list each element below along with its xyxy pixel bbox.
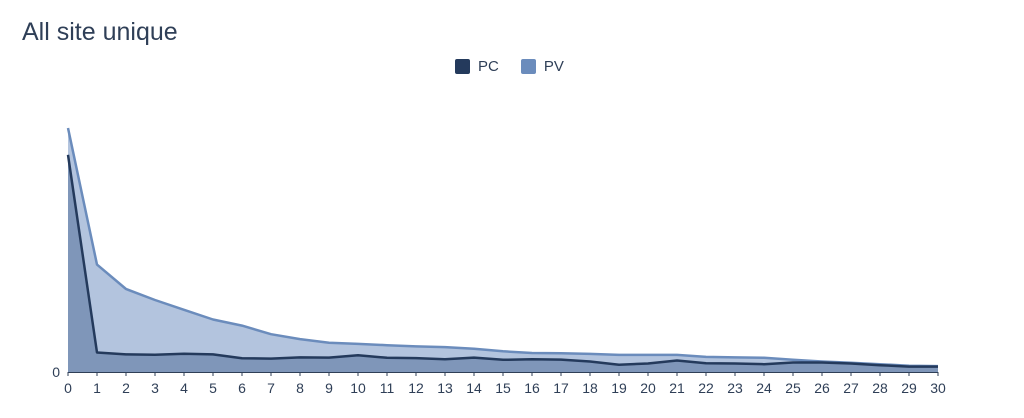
x-tick-label: 15	[495, 380, 511, 396]
legend-item-pv[interactable]: PV	[520, 58, 564, 75]
x-tick-label: 1	[93, 380, 101, 396]
series-areas	[68, 128, 938, 372]
chart-legend: PC PV	[455, 58, 564, 75]
series-lines	[66, 127, 939, 368]
chart-title: All site unique	[22, 18, 178, 46]
x-tick-label: 26	[814, 380, 830, 396]
legend-swatch-pv	[520, 59, 536, 74]
x-tick-label: 5	[209, 380, 217, 396]
area-pv	[68, 128, 938, 372]
x-tick-label: 11	[380, 380, 395, 396]
x-tick-label: 3	[151, 380, 159, 396]
x-tick-label: 21	[669, 380, 685, 396]
x-tick-label: 19	[611, 380, 627, 396]
x-tick-label: 2	[122, 380, 130, 396]
legend-label-pc: PC	[478, 58, 499, 75]
x-tick-label: 29	[901, 380, 917, 396]
x-tick-label: 8	[296, 380, 304, 396]
x-tick-label: 30	[930, 380, 946, 396]
x-tick-label: 14	[466, 380, 482, 396]
legend-label-pv: PV	[543, 58, 564, 75]
x-tick-label: 9	[325, 380, 333, 396]
legend-item-pc[interactable]: PC	[455, 58, 499, 75]
x-tick-label: 24	[756, 380, 772, 396]
x-tick-label: 7	[267, 380, 275, 396]
y-tick-label: 0	[52, 364, 60, 380]
x-tick-label: 23	[727, 380, 743, 396]
x-tick-label: 20	[640, 380, 656, 396]
x-tick-label: 10	[350, 380, 366, 396]
x-tick-label: 16	[524, 380, 540, 396]
x-tick-label: 4	[180, 380, 188, 396]
x-tick-label: 28	[872, 380, 888, 396]
line-pv	[66, 127, 939, 368]
x-axis: 0 1 2 3 4 5 6 7 8 9 10 11 12 13 14 15 16 17 18 19 20 21 22 23 24…	[64, 372, 946, 396]
x-tick-label: 25	[785, 380, 801, 396]
x-tick-label: 0	[64, 380, 72, 396]
x-tick-label: 18	[582, 380, 598, 396]
x-tick-label: 17	[553, 380, 569, 396]
line-pc	[66, 154, 938, 368]
x-tick-label: 13	[437, 380, 453, 396]
x-tick-label: 12	[408, 380, 424, 396]
x-tick-label: 27	[843, 380, 859, 396]
y-axis: 0	[52, 364, 60, 380]
legend-swatch-pc	[455, 59, 470, 74]
x-tick-label: 22	[698, 380, 714, 396]
x-tick-label: 6	[238, 380, 246, 396]
